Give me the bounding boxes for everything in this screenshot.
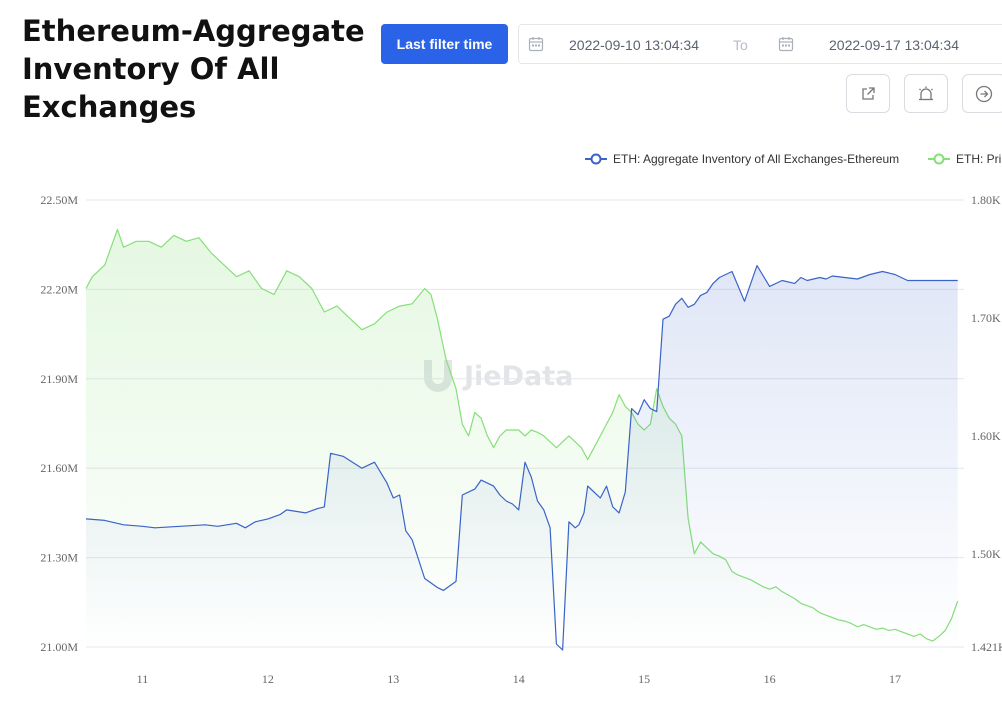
x-tick-label: 16 [764,672,776,686]
watermark-text: JieData [464,360,574,392]
y-left-tick-label: 21.30M [40,551,78,565]
arrow-right-circle-icon [975,85,993,102]
legend-label-inventory: ETH: Aggregate Inventory of All Exchange… [613,152,900,166]
inventory-series-line [85,265,958,651]
y-left-tick-label: 21.90M [40,372,78,386]
y-left-tick-label: 21.00M [40,640,78,654]
inventory-series-area [86,265,958,650]
start-date-field[interactable]: 2022-09-10 13:04:34 [569,37,699,53]
external-link-icon [862,86,875,100]
y-right-tick-label: 1.80K [971,193,1001,207]
alarm-icon [919,86,933,100]
legend-item-inventory[interactable]: ETH: Aggregate Inventory of All Exchange… [585,152,899,166]
x-tick-label: 12 [262,672,274,686]
y-left-tick-label: 22.20M [40,282,78,296]
y-right-tick-label: 1.70K [971,311,1001,325]
export-button[interactable] [846,74,890,113]
x-tick-label: 14 [513,672,525,686]
x-tick-label: 11 [137,672,149,686]
legend-marker-price [928,153,950,165]
to-label: To [733,37,748,53]
alert-button[interactable] [904,74,948,113]
y-right-tick-label: 1.60K [971,429,1001,443]
last-filter-time-button[interactable]: Last filter time [381,24,508,64]
legend-label-price: ETH: Pri [956,152,1002,166]
title-line-3: Exchanges [22,90,197,124]
calendar-icon [528,36,544,52]
legend-marker-inventory [585,153,607,165]
x-tick-label: 17 [889,672,901,686]
next-button[interactable] [962,74,1002,113]
title-line-2: Inventory Of All [22,52,280,86]
legend-item-price[interactable]: ETH: Pri [928,152,1001,166]
y-left-tick-label: 22.50M [40,193,78,207]
y-right-tick-label: 1.50K [971,547,1001,561]
date-range-picker[interactable]: 2022-09-10 13:04:34 To 2022-09-17 13:04:… [518,24,1002,64]
y-left-tick-label: 21.60M [40,461,78,475]
x-tick-label: 15 [638,672,650,686]
title-line-1: Ethereum-Aggregate [22,14,365,48]
end-date-field[interactable]: 2022-09-17 13:04:34 [829,37,959,53]
page-title: Ethereum-Aggregate Inventory Of All Exch… [22,12,372,126]
x-tick-label: 13 [387,672,399,686]
y-right-tick-label: 1.421K [971,640,1002,654]
calendar-icon [778,36,794,52]
